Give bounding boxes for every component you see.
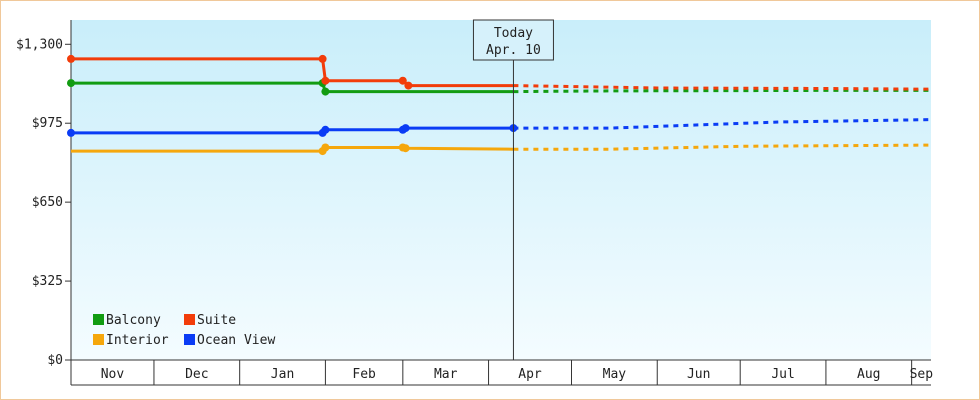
month-label-dec: Dec	[185, 367, 208, 382]
series-line-balcony	[71, 81, 514, 94]
month-label-feb: Feb	[352, 367, 376, 382]
month-label-jan: Jan	[271, 367, 294, 382]
month-label-mar: Mar	[434, 367, 458, 382]
legend-swatch-balcony	[93, 314, 104, 325]
series-line-suite	[71, 57, 514, 88]
today-date: Apr. 10	[486, 43, 541, 58]
y-axis: $0 $325 $650 $975 $1,300	[16, 20, 72, 368]
series-line-interior	[71, 146, 514, 153]
month-label-sep: Sep	[910, 367, 934, 382]
legend-label-suite: Suite	[197, 313, 236, 328]
forecast-line-balcony	[513, 88, 931, 94]
legend-swatch-interior	[93, 334, 104, 345]
y-tick-label: $650	[32, 195, 63, 210]
forecast-line-ocean-view	[513, 118, 932, 130]
data-point-ocean-view	[321, 125, 330, 134]
data-point-suite	[67, 54, 75, 63]
y-tick-label: $325	[32, 274, 63, 289]
data-point-interior	[401, 144, 410, 153]
today-marker: Today Apr. 10	[472, 19, 554, 360]
plot-area	[71, 20, 931, 360]
data-point-interior	[321, 143, 330, 152]
month-label-aug: Aug	[857, 367, 880, 382]
y-tick-label: $975	[32, 116, 63, 131]
legend-label-interior: Interior	[106, 333, 169, 348]
today-label: Today	[494, 26, 533, 41]
legend: Balcony Suite Interior Ocean View	[93, 313, 275, 348]
month-label-jul: Jul	[771, 367, 794, 382]
series-group	[67, 54, 932, 156]
y-tick-label: $0	[47, 353, 63, 368]
data-point-ocean-view	[67, 128, 75, 137]
x-axis: Nov Dec Jan Feb Mar Apr May Jun Jul Aug Sep	[70, 359, 934, 386]
month-label-nov: Nov	[101, 367, 125, 382]
data-point-suite	[404, 81, 413, 90]
month-label-jun: Jun	[687, 367, 710, 382]
series-line-ocean-view	[71, 126, 514, 135]
month-label-apr: Apr	[518, 367, 542, 382]
data-point-suite	[321, 76, 330, 85]
month-label-may: May	[603, 367, 627, 382]
legend-swatch-ocean-view	[184, 334, 195, 345]
legend-label-balcony: Balcony	[106, 313, 161, 328]
data-point-suite	[398, 76, 407, 85]
y-tick-label: $1,300	[16, 37, 63, 52]
legend-swatch-suite	[184, 314, 195, 325]
forecast-line-suite	[513, 84, 932, 91]
data-point-balcony	[67, 79, 75, 88]
data-point-balcony	[321, 87, 330, 96]
legend-label-ocean-view: Ocean View	[197, 333, 275, 348]
forecast-line-interior	[513, 143, 932, 151]
today-box	[472, 19, 554, 61]
data-point-ocean-view	[401, 124, 410, 133]
data-point-suite	[318, 54, 327, 63]
